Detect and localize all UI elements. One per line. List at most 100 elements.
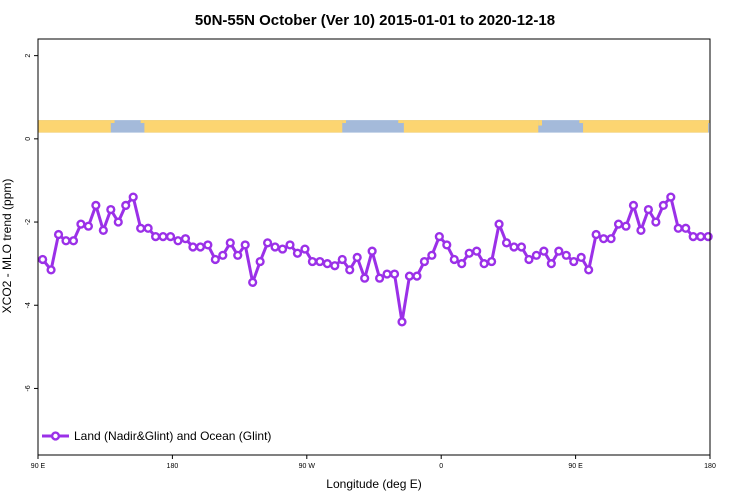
axis-layer: 90 E 180 90 W 0 90 E 180 2 0 -2 -4 -6 (25, 54, 716, 470)
legend-marker-swatch (50, 431, 61, 441)
land-band-segment (38, 120, 111, 133)
data-point (210, 254, 220, 265)
x-tick-label: 180 (167, 463, 179, 470)
data-point (464, 248, 474, 258)
data-point (322, 259, 332, 269)
data-point (270, 242, 280, 252)
land-band-segment (403, 120, 539, 133)
data-point (46, 265, 56, 275)
data-point (658, 200, 668, 211)
data-point (375, 273, 385, 283)
data-point (561, 250, 571, 260)
data-point (501, 238, 512, 248)
data-point (83, 221, 94, 231)
data-point (240, 240, 250, 250)
data-point (315, 256, 325, 267)
y-tick-label: -4 (25, 302, 32, 308)
data-point (173, 236, 183, 246)
data-point (151, 232, 161, 242)
data-point (546, 259, 556, 269)
x-axis-label: Longitude (deg E) (326, 477, 421, 491)
data-point (516, 242, 527, 252)
data-point (367, 246, 377, 256)
land-band-tip (342, 120, 346, 124)
legend: Land (Nadir&Glint) and Ocean (Glint) (42, 429, 271, 443)
data-point (382, 269, 392, 279)
data-point (61, 236, 71, 246)
land-band-tip (579, 120, 584, 124)
y-axis-label: XCO2 - MLO trend (ppm) (0, 179, 14, 314)
data-point (584, 265, 594, 275)
data-point (531, 250, 542, 260)
x-tick-label: 90 W (299, 463, 316, 470)
data-point (360, 273, 370, 283)
data-point (233, 250, 243, 260)
chart-title: 50N-55N October (Ver 10) 2015-01-01 to 2… (195, 12, 555, 29)
data-point (576, 252, 586, 263)
data-point (419, 256, 430, 267)
data-point (673, 223, 683, 233)
data-point (666, 192, 676, 202)
data-point (300, 244, 310, 254)
data-point (613, 219, 624, 229)
land-band-segment (144, 120, 343, 133)
y-tick-label: -6 (25, 385, 32, 391)
data-point (143, 223, 153, 233)
data-point (412, 271, 422, 281)
data-point (68, 236, 79, 246)
data-point (121, 200, 131, 211)
data-point (218, 250, 228, 260)
data-point (285, 240, 295, 250)
data-point (397, 317, 407, 327)
data-point (345, 265, 355, 275)
data-point (404, 271, 415, 281)
data-point (681, 223, 691, 233)
data-point (598, 234, 609, 244)
x-tick-label: 90 E (568, 463, 583, 470)
data-point (38, 254, 48, 265)
data-point (188, 242, 198, 252)
data-point (696, 232, 706, 242)
data-point (449, 254, 459, 265)
data-point (225, 238, 235, 248)
data-point (106, 204, 116, 215)
data-point (136, 223, 146, 233)
data-point (621, 221, 631, 231)
data-point (554, 246, 564, 256)
land-band-tip (398, 120, 404, 124)
data-point (427, 250, 437, 260)
x-tick-label: 90 E (31, 463, 46, 470)
data-point (263, 238, 273, 248)
land-band-segment (583, 120, 709, 133)
data-point (628, 200, 639, 211)
x-tick-label: 180 (704, 463, 716, 470)
land-band-tip (110, 120, 115, 124)
data-point (688, 232, 698, 242)
data-point (651, 217, 661, 227)
data-point (606, 234, 616, 244)
series-layer (38, 192, 713, 327)
data-point (330, 261, 340, 271)
data-point (389, 269, 400, 279)
data-point (158, 232, 168, 242)
land-band-tip (708, 120, 710, 124)
land-band-tip (140, 120, 145, 124)
data-point (539, 246, 549, 256)
data-point (195, 242, 206, 252)
data-point (494, 219, 504, 229)
data-point (524, 254, 534, 265)
data-point (472, 246, 482, 256)
y-tick-label: 2 (25, 54, 32, 58)
legend-label: Land (Nadir&Glint) and Ocean (Glint) (74, 429, 271, 443)
data-point (113, 217, 123, 227)
data-point (203, 240, 213, 250)
y-tick-label: -2 (25, 219, 32, 225)
data-point (180, 234, 191, 244)
data-point (307, 256, 318, 267)
data-point (509, 242, 519, 252)
x-tick-label: 0 (439, 463, 443, 470)
data-point (591, 229, 601, 240)
data-point (248, 277, 258, 287)
data-point (442, 240, 452, 250)
